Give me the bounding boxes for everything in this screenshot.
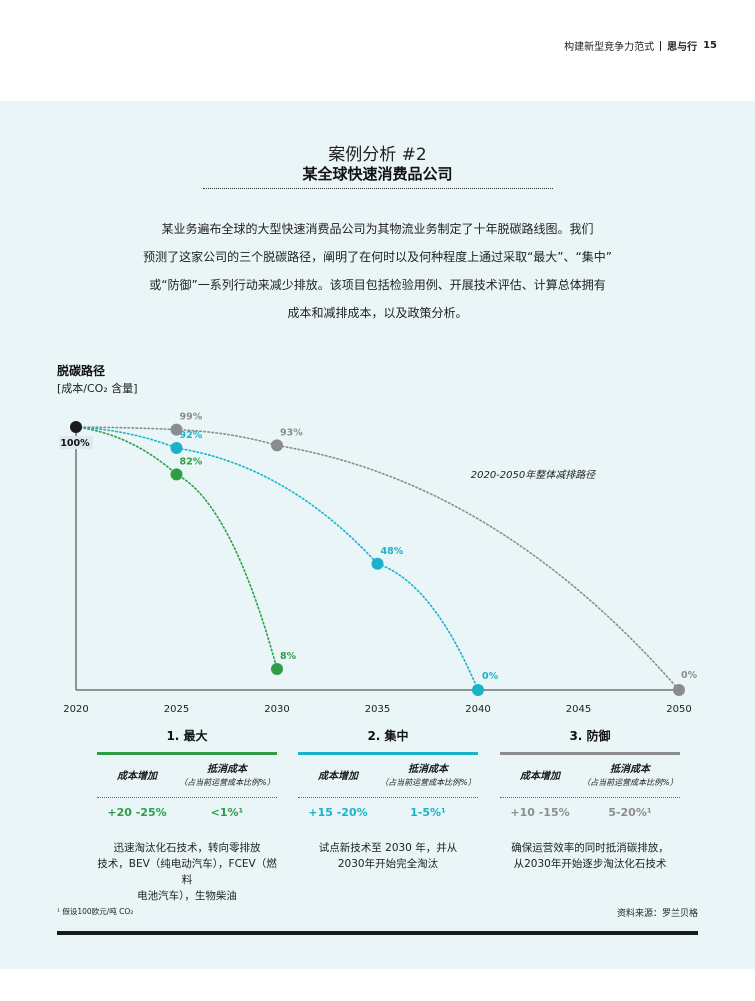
offset-header: 抵消成本 （占当前运营成本比例%）	[378, 763, 478, 789]
desc-line: 2030年开始完全淘汰	[337, 858, 439, 870]
offset-value: <1%¹	[210, 806, 244, 819]
desc-line: 试点新技术至 2030 年，并从	[318, 842, 458, 854]
offset-header-label: 抵消成本	[610, 764, 650, 775]
offset-header-sub: （占当前运营成本比例%）	[582, 778, 678, 787]
data-point-max	[170, 468, 183, 481]
series-line-max	[75, 426, 278, 670]
data-point-focus	[472, 684, 484, 696]
offset-header-label: 抵消成本	[207, 764, 247, 775]
data-point-defend	[271, 439, 283, 452]
data-point-focus	[170, 442, 183, 455]
scenario-title-max: 1. 最大	[166, 729, 208, 743]
scenario-desc-focus: 试点新技术至 2030 年，并从 2030年开始完全淘汰	[298, 840, 478, 872]
case-label: 案例分析 #2	[328, 145, 427, 165]
cost-header: 成本增加	[318, 771, 358, 782]
cost-header: 成本增加	[117, 771, 157, 782]
scenario-values-defend: +10 -15% 5-20%¹	[500, 806, 680, 819]
data-point-max	[271, 662, 283, 675]
desc-line: 迅速淘汰化石技术，转向零排放	[113, 842, 261, 854]
offset-header-label: 抵消成本	[408, 764, 448, 775]
desc-line: 电池汽车），生物柴油	[137, 890, 237, 902]
data-label-focus: 92%	[180, 430, 203, 441]
scenario-title-focus: 2. 集中	[367, 729, 409, 743]
start-label: 100%	[60, 438, 90, 449]
series-line-defend	[75, 426, 680, 691]
footnote: ¹ 假设100欧元/吨 CO₂	[57, 907, 134, 916]
scenario-header-defend: 成本增加 抵消成本 （占当前运营成本比例%）	[500, 763, 680, 789]
start-label-bg	[59, 436, 93, 449]
data-label-defend: 99%	[180, 412, 203, 423]
offset-value: 1-5%¹	[410, 806, 446, 819]
intro-line: 或“防御”一系列行动来减少排放。该项目包括检验用例、开展技术评估、计算总体拥有	[149, 278, 606, 292]
data-point-defend	[673, 684, 685, 696]
scenario-header-focus: 成本增加 抵消成本 （占当前运营成本比例%）	[298, 763, 478, 789]
scenario-divider	[298, 797, 478, 798]
cost-value: +20 -25%	[107, 806, 167, 819]
source-note: 资料来源：罗兰贝格	[616, 909, 698, 919]
header-section: 思与行	[667, 42, 698, 53]
data-point-defend	[170, 423, 183, 436]
title-divider	[203, 188, 553, 189]
scenario-bar-focus	[298, 752, 478, 755]
chart-title: 脱碳路径	[57, 363, 105, 378]
intro-line: 某业务遍布全球的大型快速消费品公司为其物流业务制定了十年脱碳路线图。我们	[161, 222, 594, 236]
chart-annotation: 2020-2050年整体减排路径	[471, 469, 597, 481]
series-line-focus	[75, 426, 479, 691]
case-title: 某全球快速消费品公司	[302, 165, 453, 183]
offset-header-sub: （占当前运营成本比例%）	[380, 778, 476, 787]
intro-line: 成本和减排成本，以及政策分析。	[287, 306, 468, 320]
scenario-values-focus: +15 -20% 1-5%¹	[298, 806, 478, 819]
data-label-focus: 48%	[381, 546, 404, 557]
desc-line: 确保运营效率的同时抵消碳排放，	[511, 842, 669, 854]
data-point-focus	[371, 557, 384, 570]
offset-header: 抵消成本 （占当前运营成本比例%）	[580, 763, 680, 789]
data-label-defend: 93%	[280, 427, 303, 438]
offset-value: 5-20%¹	[608, 806, 652, 819]
x-tick-label: 2045	[566, 704, 591, 715]
data-label-focus: 0%	[482, 671, 499, 682]
x-tick-label: 2050	[666, 704, 691, 715]
offset-header-sub: （占当前运营成本比例%）	[179, 778, 275, 787]
desc-line: 从2030年开始逐步淘汰化石技术	[513, 858, 667, 870]
scenario-bar-defend	[500, 752, 680, 755]
data-label-max: 8%	[280, 651, 297, 662]
start-point	[70, 421, 82, 433]
bottom-rule	[57, 931, 698, 935]
data-label-defend: 0%	[681, 670, 698, 681]
cost-value: +10 -15%	[510, 806, 570, 819]
x-tick-label: 2030	[264, 704, 289, 715]
intro-line: 预测了这家公司的三个脱碳路径，阐明了在何时以及何种程度上通过采取“最大”、“集中…	[143, 250, 612, 264]
x-tick-label: 2020	[63, 704, 88, 715]
scenario-bar-max	[97, 752, 277, 755]
scenario-title-defend: 3. 防御	[569, 729, 611, 743]
case-panel	[0, 101, 755, 969]
header-title: 构建新型竞争力范式	[564, 42, 655, 53]
page-header: 构建新型竞争力范式 思与行 15	[564, 38, 717, 53]
scenario-values-max: +20 -25% <1%¹	[97, 806, 277, 819]
scenario-divider	[500, 797, 680, 798]
scenario-divider	[97, 797, 277, 798]
scenario-desc-defend: 确保运营效率的同时抵消碳排放， 从2030年开始逐步淘汰化石技术	[500, 840, 680, 872]
offset-header: 抵消成本 （占当前运营成本比例%）	[177, 763, 277, 789]
cost-value: +15 -20%	[308, 806, 368, 819]
scenario-desc-max: 迅速淘汰化石技术，转向零排放 技术，BEV（纯电动汽车），FCEV（燃料 电池汽…	[97, 840, 277, 904]
x-tick-label: 2035	[365, 704, 390, 715]
y-axis-label: [成本/CO₂ 含量]	[57, 381, 138, 395]
case-intro: 某业务遍布全球的大型快速消费品公司为其物流业务制定了十年脱碳路线图。我们 预测了…	[120, 215, 635, 327]
page-number: 15	[703, 40, 717, 51]
cost-header: 成本增加	[520, 771, 560, 782]
x-tick-label: 2025	[164, 704, 189, 715]
scenario-header-max: 成本增加 抵消成本 （占当前运营成本比例%）	[97, 763, 277, 789]
x-tick-label: 2040	[465, 704, 490, 715]
header-divider	[660, 40, 662, 51]
desc-line: 技术，BEV（纯电动汽车），FCEV（燃料	[97, 858, 277, 886]
data-label-max: 82%	[180, 456, 203, 467]
